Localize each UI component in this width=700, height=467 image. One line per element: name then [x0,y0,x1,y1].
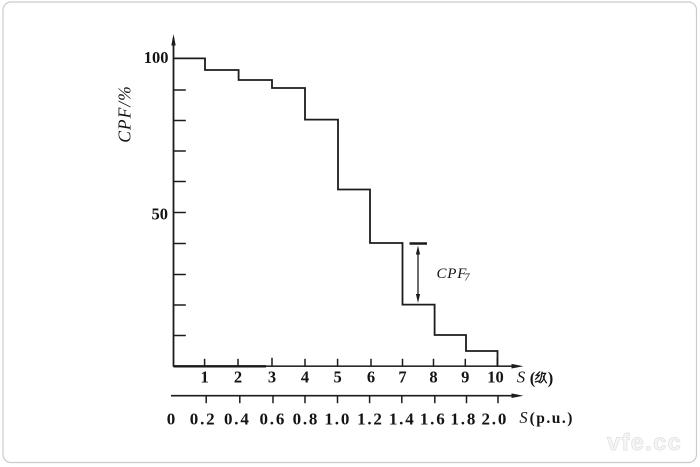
svg-text:1: 1 [200,368,208,387]
svg-text:10: 10 [487,368,504,387]
svg-text:2.0: 2.0 [481,410,508,429]
svg-text:0.6: 0.6 [259,410,286,429]
svg-text:1.8: 1.8 [450,410,477,429]
svg-text:S: S [517,368,525,387]
svg-text:2: 2 [234,368,242,387]
svg-text:1.2: 1.2 [357,410,384,429]
svg-text:vfe.cc: vfe.cc [607,429,682,455]
svg-text:50: 50 [152,205,169,224]
svg-text:(: ( [530,369,536,388]
svg-text:100: 100 [144,48,169,67]
svg-text:0.8: 0.8 [293,410,320,429]
svg-text:7: 7 [465,273,471,284]
svg-text:0.2: 0.2 [190,410,217,429]
svg-text:(p.u.): (p.u.) [530,410,574,427]
svg-text:4: 4 [301,368,309,387]
svg-text:1.4: 1.4 [389,410,416,429]
svg-text:1.6: 1.6 [420,410,447,429]
svg-text:7: 7 [398,368,406,387]
svg-text:CPF: CPF [437,266,468,282]
svg-text:S: S [519,408,527,427]
svg-text:CPF/%: CPF/% [115,85,135,143]
svg-text:6: 6 [367,368,375,387]
svg-text:0: 0 [167,410,177,429]
svg-text:1.0: 1.0 [324,410,351,429]
svg-text:8: 8 [429,368,437,387]
svg-text:5: 5 [333,368,341,387]
svg-text:0.4: 0.4 [224,410,251,429]
svg-text:): ) [548,369,554,388]
svg-text:3: 3 [268,368,276,387]
svg-text:9: 9 [461,368,469,387]
